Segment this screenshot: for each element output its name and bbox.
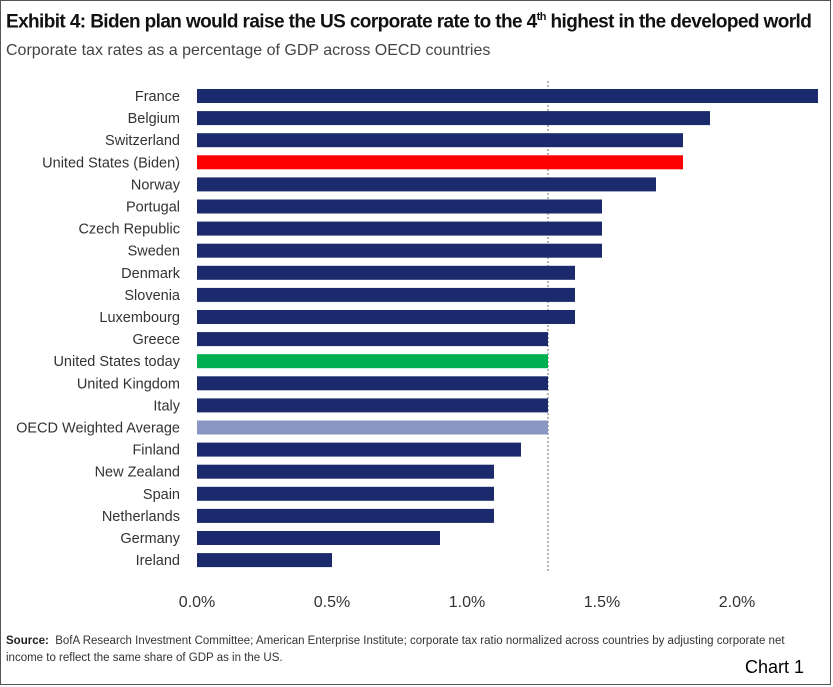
category-label-czech-republic: Czech Republic <box>78 222 180 238</box>
chart-subtitle: Corporate tax rates as a percentage of G… <box>6 42 491 59</box>
bar-united-states-today <box>197 354 548 369</box>
category-label-spain: Spain <box>143 487 180 503</box>
chart-title: Exhibit 4: Biden plan would raise the US… <box>6 11 812 33</box>
bar-italy <box>197 398 548 413</box>
category-label-united-states-today: United States today <box>53 354 180 370</box>
source-text: BofA Research Investment Committee; Amer… <box>6 635 785 664</box>
bar-denmark <box>197 265 575 280</box>
source-note: Source: BofA Research Investment Committ… <box>6 633 796 667</box>
category-label-united-kingdom: United Kingdom <box>77 376 180 392</box>
bars <box>197 89 818 568</box>
category-label-new-zealand: New Zealand <box>95 465 180 481</box>
bar-netherlands <box>197 508 494 523</box>
bar-chart: France Belgium Switzerland United States (B… <box>16 81 818 611</box>
x-tick-label: 0.5% <box>314 594 350 611</box>
category-label-denmark: Denmark <box>121 266 181 282</box>
bar-finland <box>197 442 521 457</box>
bar-portugal <box>197 199 602 214</box>
bar-norway <box>197 177 656 192</box>
bar-czech-republic <box>197 221 602 236</box>
x-tick-label: 1.5% <box>584 594 620 611</box>
x-axis-tick-labels: 0.0% 0.5% 1.0% 1.5% 2.0% <box>179 594 755 611</box>
bar-spain <box>197 486 494 501</box>
bar-sweden <box>197 243 602 258</box>
x-tick-label: 2.0% <box>719 594 755 611</box>
category-label-norway: Norway <box>131 177 181 193</box>
category-labels: France Belgium Switzerland United States (B… <box>16 89 181 569</box>
chart-number-label: Chart 1 <box>744 657 804 677</box>
title-end: highest in the developed world <box>545 11 812 33</box>
category-label-netherlands: Netherlands <box>102 509 180 525</box>
category-label-switzerland: Switzerland <box>105 133 180 149</box>
bar-belgium <box>197 111 710 126</box>
bar-united-kingdom <box>197 376 548 391</box>
bar-new-zealand <box>197 464 494 479</box>
category-label-oecd-weighted-average: OECD Weighted Average <box>16 421 180 437</box>
category-label-slovenia: Slovenia <box>124 288 181 304</box>
category-label-france: France <box>135 89 180 105</box>
bar-united-states-biden <box>197 155 683 170</box>
bar-ireland <box>197 553 332 568</box>
category-label-belgium: Belgium <box>128 111 180 127</box>
source-label: Source: <box>6 635 49 647</box>
category-label-luxembourg: Luxembourg <box>99 310 180 326</box>
category-label-italy: Italy <box>153 398 180 414</box>
bar-oecd-weighted-average <box>197 420 548 435</box>
category-label-sweden: Sweden <box>128 244 180 260</box>
bar-germany <box>197 531 440 545</box>
bar-slovenia <box>197 287 575 302</box>
category-label-ireland: Ireland <box>136 553 180 569</box>
x-tick-label: 0.0% <box>179 594 215 611</box>
title-main: Exhibit 4: Biden plan would raise the US… <box>6 11 537 33</box>
bar-france <box>197 89 818 103</box>
bar-greece <box>197 332 548 347</box>
x-tick-label: 1.0% <box>449 594 485 611</box>
title-superscript: th <box>536 11 547 23</box>
bar-switzerland <box>197 133 683 148</box>
category-label-finland: Finland <box>132 443 180 459</box>
category-label-germany: Germany <box>120 531 180 547</box>
bar-luxembourg <box>197 310 575 324</box>
category-label-greece: Greece <box>132 332 180 348</box>
category-label-portugal: Portugal <box>126 200 180 216</box>
category-label-united-states-biden: United States (Biden) <box>42 155 180 171</box>
